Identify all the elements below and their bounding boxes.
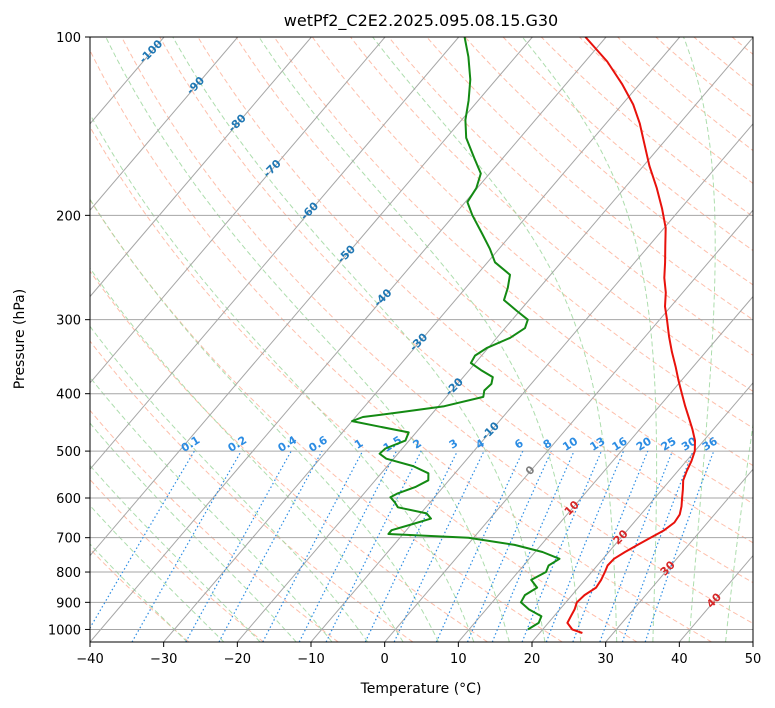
x-tick-label: 40 (671, 652, 688, 667)
isotherm-line (457, 295, 753, 642)
mixing-ratio-line (218, 450, 323, 642)
y-tick-label: 800 (56, 566, 81, 581)
moist-adiabat (683, 37, 716, 642)
dry-adiabat (90, 270, 488, 642)
isotherm-line (90, 37, 607, 642)
isotherm-line (605, 468, 753, 642)
moist-adiabat (90, 198, 439, 642)
moist-adiabat (90, 464, 261, 642)
x-tick-label: 0 (381, 652, 389, 667)
y-tick-label: 700 (56, 532, 81, 547)
isotherm-line (90, 37, 533, 557)
moist-adiabat (521, 37, 658, 642)
isotherm-line (90, 37, 312, 298)
chart-title: wetPf2_C2E2.2025.095.08.15.G30 (284, 11, 558, 31)
x-tick-label: 50 (745, 652, 762, 667)
x-tick-label: 10 (450, 652, 467, 667)
isotherm-line (310, 123, 753, 642)
x-tick-label: 30 (597, 652, 614, 667)
dry-adiabat (90, 409, 339, 642)
isotherm-line (531, 382, 753, 642)
moist-adiabat (105, 37, 510, 642)
y-tick-label: 300 (56, 314, 81, 329)
mixing-ratio-line (298, 450, 397, 642)
mixing-ratio-line (572, 450, 649, 642)
y-tick-label: 600 (56, 492, 81, 507)
x-tick-label: 20 (524, 652, 541, 667)
moist-adiabat (90, 113, 475, 642)
isotherm-line (90, 37, 460, 471)
background-line-layer (90, 37, 753, 642)
x-tick-label: −20 (224, 652, 251, 667)
temperature-profile-line (566, 37, 696, 634)
isotherm-line (384, 209, 753, 642)
dry-adiabat (235, 37, 753, 505)
mixing-ratio-line (466, 450, 552, 642)
moist-adiabat (90, 504, 225, 642)
isotherm-line (163, 37, 681, 642)
mixing-ratio-line (545, 450, 625, 642)
y-axis-title: Pressure (hPa) (12, 289, 28, 389)
mixing-ratio-line (599, 450, 674, 642)
x-tick-label: −40 (76, 652, 103, 667)
mixing-ratio-line (185, 450, 292, 642)
y-tick-label: 1000 (48, 623, 81, 638)
moist-adiabat (90, 267, 404, 642)
mixing-ratio-line (521, 450, 602, 642)
x-axis-title: Temperature (°C) (360, 681, 482, 697)
mixing-ratio-line (621, 450, 694, 642)
dry-adiabat (90, 125, 638, 642)
isotherm-line (90, 37, 386, 384)
profile-layer (351, 37, 696, 634)
mixing-ratio-line (491, 450, 575, 642)
dry-adiabat (426, 37, 753, 321)
dry-adiabat (90, 478, 264, 642)
dry-adiabat (311, 37, 753, 429)
axis-tick-layer: −40 −30 −20 −10 0 10 20 30 40 50 1000 900 800 700 600 5… (48, 31, 761, 667)
mixing-ratio-line (325, 450, 422, 642)
dewpoint-profile-line (351, 37, 561, 631)
moist-adiabat (90, 422, 297, 642)
mixing-ratio-line (435, 450, 524, 642)
y-tick-label: 500 (56, 445, 81, 460)
x-tick-label: −30 (150, 652, 177, 667)
dry-adiabat (273, 37, 753, 467)
y-tick-label: 400 (56, 388, 81, 403)
mixing-ratio-line (644, 450, 715, 642)
moist-adiabat (725, 421, 753, 642)
isotherm-line (90, 37, 239, 211)
dry-adiabat (388, 37, 753, 356)
moist-adiabat (172, 37, 546, 642)
dry-adiabat (121, 37, 753, 624)
moist-adiabat (258, 37, 582, 642)
moist-adiabat (90, 543, 188, 642)
y-tick-label: 200 (56, 209, 81, 224)
y-tick-label: 100 (56, 31, 81, 46)
isotherm-line (236, 37, 753, 642)
x-tick-label: −10 (297, 652, 324, 667)
moist-adiabat (90, 376, 333, 642)
plot-frame (89, 36, 754, 643)
y-tick-label: 900 (56, 596, 81, 611)
